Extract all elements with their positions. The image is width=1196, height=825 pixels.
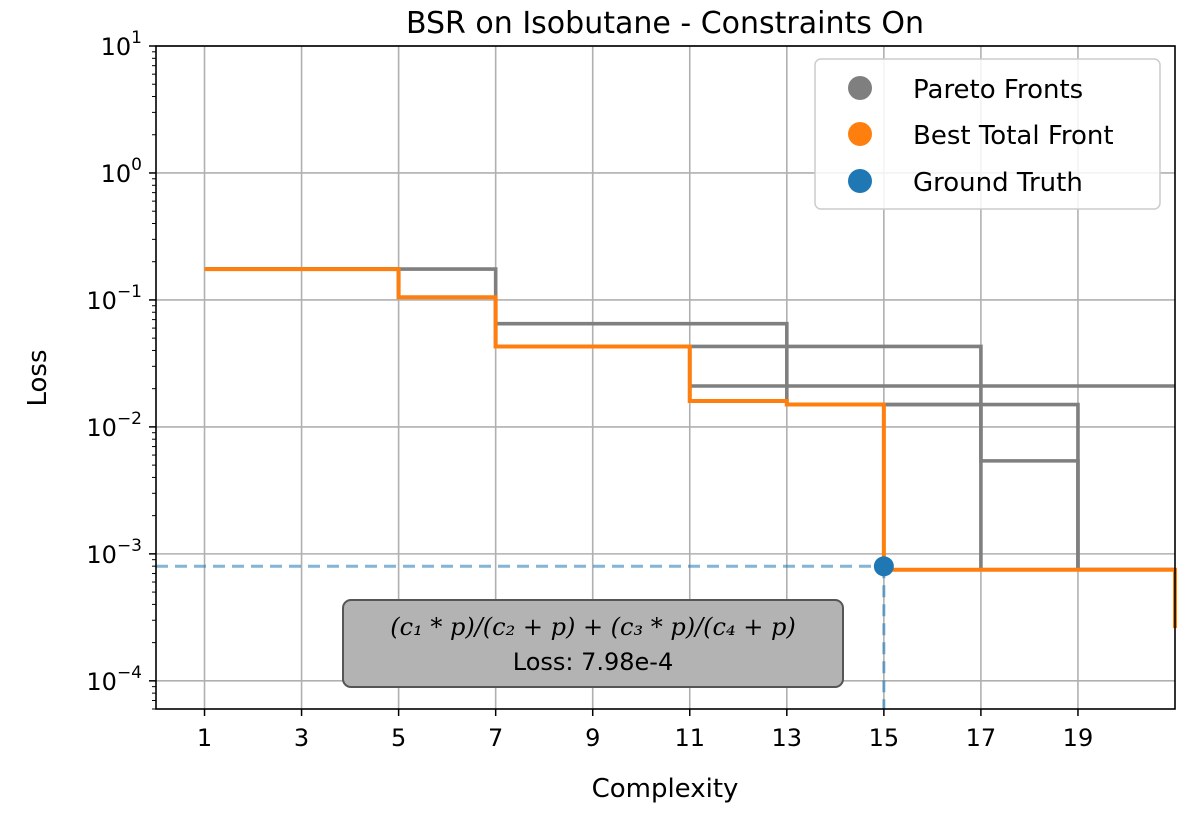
y-ticks: 10−4 10−3 10−2 10−1 100 101 <box>86 28 156 710</box>
legend-marker-pareto <box>848 76 872 100</box>
x-tick-label: 9 <box>585 724 600 752</box>
annotation-loss: Loss: 7.98e-4 <box>513 648 674 676</box>
ground-truth-group <box>873 556 894 577</box>
x-tick-label: 5 <box>391 724 406 752</box>
x-tick-label: 19 <box>1063 724 1094 752</box>
x-tick-label: 11 <box>674 724 705 752</box>
chart-title: BSR on Isobutane - Constraints On <box>406 6 924 41</box>
y-tick-label: 10−4 <box>86 663 142 696</box>
formula-annotation: (c₁ * p)/(c₂ + p) + (c₃ * p)/(c₄ + p) Lo… <box>342 599 844 688</box>
annotation-box <box>342 599 844 688</box>
legend-label-truth: Ground Truth <box>913 168 1083 198</box>
legend-label-pareto: Pareto Fronts <box>913 75 1083 105</box>
annotation-formula: (c₁ * p)/(c₂ + p) + (c₃ * p)/(c₄ + p) <box>390 613 795 641</box>
plot-frame <box>155 45 1176 710</box>
y-tick-label: 10−2 <box>86 409 142 442</box>
series-group <box>204 267 1177 629</box>
legend: Pareto Fronts Best Total Front Ground Tr… <box>814 58 1161 210</box>
x-tick-label: 1 <box>197 724 212 752</box>
y-axis-label: Loss <box>23 349 53 406</box>
x-tick-label: 13 <box>772 724 803 752</box>
x-tick-label: 15 <box>869 724 900 752</box>
ground-truth-guides <box>156 564 886 709</box>
y-tick-label: 100 <box>101 155 142 188</box>
y-tick-label: 10−1 <box>86 282 142 315</box>
legend-marker-truth <box>848 169 872 193</box>
x-ticks: 1 3 5 7 9 11 13 15 17 19 <box>197 709 1093 752</box>
legend-label-best: Best Total Front <box>913 121 1114 151</box>
x-tick-label: 17 <box>966 724 997 752</box>
ground-truth-point <box>873 556 894 577</box>
y-tick-label: 10−3 <box>86 536 142 569</box>
x-tick-label: 3 <box>294 724 309 752</box>
x-tick-label: 7 <box>488 724 503 752</box>
x-axis-label: Complexity <box>592 774 739 804</box>
y-tick-label: 101 <box>101 28 142 61</box>
legend-box <box>814 58 1161 210</box>
legend-marker-best <box>848 122 872 146</box>
